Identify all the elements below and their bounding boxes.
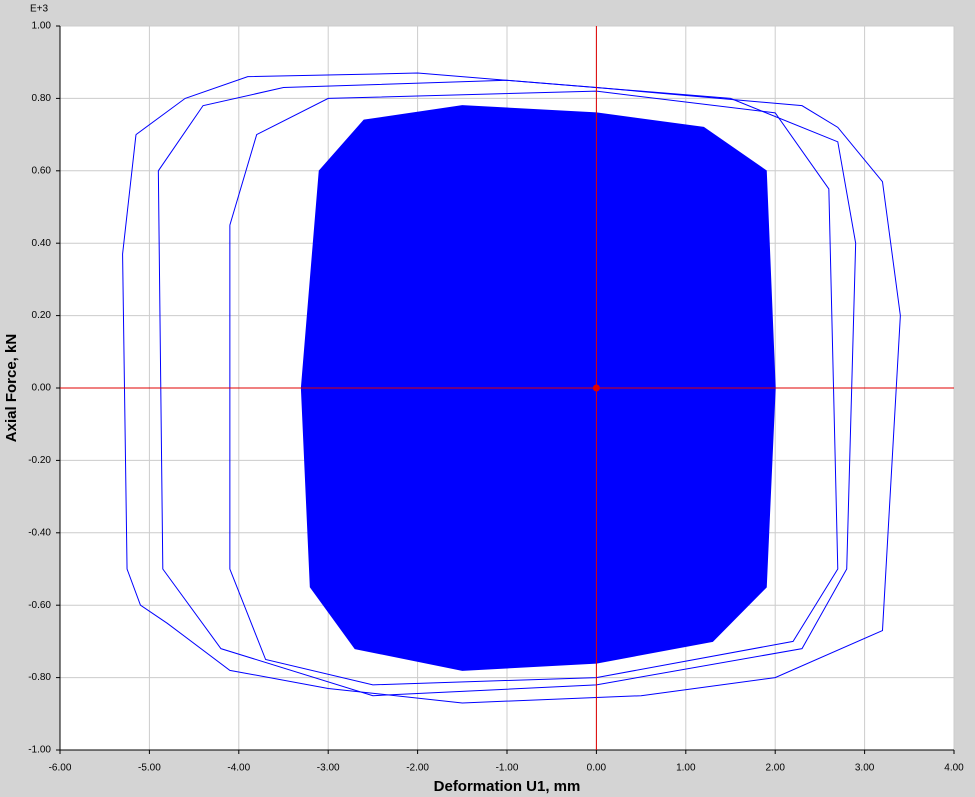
- y-tick-label: 0.20: [32, 310, 52, 321]
- y-axis-title: Axial Force, kN: [3, 334, 20, 442]
- y-tick-label: -0.40: [28, 527, 51, 538]
- y-tick-label: 0.80: [32, 93, 52, 104]
- x-axis-title: Deformation U1, mm: [434, 778, 581, 795]
- x-tick-label: -3.00: [317, 763, 340, 774]
- y-tick-label: -1.00: [28, 745, 51, 756]
- x-tick-label: -4.00: [227, 763, 250, 774]
- x-tick-label: 1.00: [676, 763, 696, 774]
- x-tick-label: 2.00: [765, 763, 785, 774]
- y-tick-label: 0.60: [32, 165, 52, 176]
- loop-line: [229, 90, 839, 686]
- x-tick-label: 3.00: [855, 763, 875, 774]
- y-tick-label: 0.00: [32, 383, 52, 394]
- y-tick-label: -0.80: [28, 672, 51, 683]
- loop-line: [157, 79, 857, 697]
- cursor-point: [592, 384, 600, 392]
- x-tick-label: 0.00: [587, 763, 607, 774]
- y-tick-label: 0.40: [32, 238, 52, 249]
- x-tick-label: -5.00: [138, 763, 161, 774]
- y-tick-label: 1.00: [32, 21, 52, 32]
- y-tick-label: -0.60: [28, 600, 51, 611]
- y-multiplier: E+3: [30, 4, 49, 15]
- y-tick-label: -0.20: [28, 455, 51, 466]
- x-tick-label: -6.00: [49, 763, 72, 774]
- x-tick-label: -2.00: [406, 763, 429, 774]
- x-tick-label: 4.00: [944, 763, 964, 774]
- loop-line: [122, 72, 901, 704]
- x-tick-label: -1.00: [496, 763, 519, 774]
